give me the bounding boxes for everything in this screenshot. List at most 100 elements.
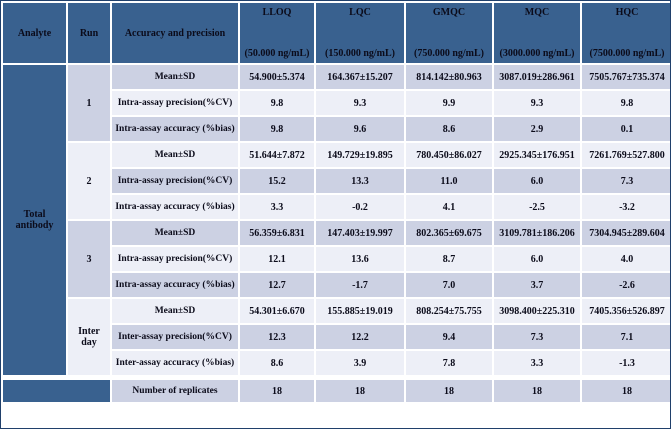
value-cell: 7304.945±289.604: [580, 219, 670, 247]
level-name: LQC: [349, 7, 371, 18]
value-cell: -1.7: [314, 271, 406, 299]
value-cell: 56.359±6.831: [238, 219, 316, 247]
accuracy-precision-table: Analyte Run Accuracy and precision LLOQ …: [1, 1, 670, 404]
replicates-row: Number of replicates 18 18 18 18 18: [1, 375, 670, 404]
value-cell: 3109.781±186.206: [492, 219, 582, 247]
value-cell: 9.9: [404, 89, 494, 117]
value-cell: 7261.769±527.800: [580, 141, 670, 169]
table-row: Intra-assay precision(%CV) 9.8 9.3 9.9 9.3 9.…: [2, 89, 670, 117]
value-cell: 7.0: [404, 271, 494, 299]
value-cell: 0.1: [580, 115, 670, 143]
value-cell: 164.367±15.207: [314, 63, 406, 91]
value-cell: 3.9: [314, 349, 406, 379]
level-name: HQC: [615, 7, 639, 18]
value-cell: 13.6: [314, 245, 406, 273]
replicates-blank-cell: [1, 375, 112, 404]
value-cell: 12.2: [314, 323, 406, 351]
value-cell: 7.3: [492, 323, 582, 351]
run-cell: 3: [66, 219, 112, 299]
run-cell: Inter day: [66, 297, 112, 379]
table-row: Total antibody 1 Mean±SD 54.900±5.374 164.36…: [1, 63, 670, 379]
value-cell: 9.3: [492, 89, 582, 117]
value-cell: 814.142±80.963: [404, 63, 494, 91]
table-row: Intra-assay accuracy (%bias) 9.8 9.6 8.6 2.9…: [2, 115, 670, 143]
level-concentration: (7500.000 ng/mL): [589, 48, 665, 59]
replicates-label-cell: Number of replicates: [110, 375, 240, 404]
table-row: Intra-assay precision(%CV) 15.2 13.3 11.0 6.…: [2, 167, 670, 195]
header-row: Analyte Run Accuracy and precision LLOQ …: [1, 1, 670, 65]
metric-label-cell: Inter-assay accuracy (%bias): [110, 349, 240, 379]
value-cell: 6.0: [492, 167, 582, 195]
table-row: 2 Mean±SD 51.644±7.872 149.729±19.895 780.45…: [2, 141, 670, 221]
metric-label-cell: Mean±SD: [110, 141, 240, 169]
value-cell: 3.3: [238, 193, 316, 221]
value-cell: 54.301±6.670: [238, 297, 316, 325]
level-concentration: (50.000 ng/mL): [244, 48, 310, 59]
level-name: LLOQ: [262, 7, 292, 18]
table-body: Total antibody 1 Mean±SD 54.900±5.374 164.36…: [1, 63, 670, 404]
header-cell-lloq: LLOQ (50.000 ng/mL): [238, 1, 316, 65]
value-cell: 8.6: [404, 115, 494, 143]
table-row: Inter day Mean±SD 54.301±6.670 155.885±19.0…: [2, 297, 670, 379]
replicates-value-cell: 18: [404, 375, 494, 404]
run-cell: 1: [66, 63, 112, 143]
value-cell: 7.3: [580, 167, 670, 195]
table-row: 3 Mean±SD 56.359±6.831 147.403±19.997 802.36…: [2, 219, 670, 299]
value-cell: 9.8: [580, 89, 670, 117]
metric-label-cell: Inter-assay precision(%CV): [110, 323, 240, 351]
value-cell: -2.6: [580, 271, 670, 299]
value-cell: 51.644±7.872: [238, 141, 316, 169]
value-cell: 9.8: [238, 115, 316, 143]
value-cell: 12.3: [238, 323, 316, 351]
metric-label-cell: Intra-assay accuracy (%bias): [110, 193, 240, 221]
level-name: GMQC: [432, 7, 466, 18]
value-cell: 12.1: [238, 245, 316, 273]
metric-label-cell: Intra-assay precision(%CV): [110, 245, 240, 273]
header-cell-gmqc: GMQC (750.000 ng/mL): [404, 1, 494, 65]
replicates-value-cell: 18: [314, 375, 406, 404]
value-cell: 9.8: [238, 89, 316, 117]
value-cell: 2.9: [492, 115, 582, 143]
value-cell: 54.900±5.374: [238, 63, 316, 91]
value-cell: 2925.345±176.951: [492, 141, 582, 169]
value-cell: 7.1: [580, 323, 670, 351]
replicates-value-cell: 18: [238, 375, 316, 404]
table-row: Intra-assay accuracy (%bias) 3.3 -0.2 4.1 -2…: [2, 193, 670, 221]
value-cell: 802.365±69.675: [404, 219, 494, 247]
value-cell: -3.2: [580, 193, 670, 221]
value-cell: 13.3: [314, 167, 406, 195]
value-cell: 147.403±19.997: [314, 219, 406, 247]
value-cell: 4.1: [404, 193, 494, 221]
metric-label-cell: Mean±SD: [110, 63, 240, 91]
metric-label-cell: Mean±SD: [110, 219, 240, 247]
level-concentration: (150.000 ng/mL): [325, 48, 395, 59]
value-cell: -0.2: [314, 193, 406, 221]
level-concentration: (750.000 ng/mL): [414, 48, 484, 59]
value-cell: 9.3: [314, 89, 406, 117]
metric-label-cell: Intra-assay accuracy (%bias): [110, 115, 240, 143]
value-cell: 808.254±75.755: [404, 297, 494, 325]
metric-label-cell: Intra-assay precision(%CV): [110, 167, 240, 195]
value-cell: 155.885±19.019: [314, 297, 406, 325]
value-cell: 7505.767±735.374: [580, 63, 670, 91]
replicates-value-cell: 18: [492, 375, 582, 404]
header-cell-analyte: Analyte: [1, 1, 68, 65]
header-cell-run: Run: [66, 1, 112, 65]
value-cell: 7405.356±526.897: [580, 297, 670, 325]
value-cell: 780.450±86.027: [404, 141, 494, 169]
value-cell: 9.6: [314, 115, 406, 143]
level-concentration: (3000.000 ng/mL): [499, 48, 575, 59]
header-cell-mqc: MQC (3000.000 ng/mL): [492, 1, 582, 65]
table-row: Inter-assay accuracy (%bias) 8.6 3.9 7.8 3.3…: [2, 349, 670, 379]
metric-label-cell: Intra-assay accuracy (%bias): [110, 271, 240, 299]
table-row: Intra-assay accuracy (%bias) 12.7 -1.7 7.0 3…: [2, 271, 670, 299]
value-cell: 7.8: [404, 349, 494, 379]
table-row: Inter-assay precision(%CV) 12.3 12.2 9.4 7.3…: [2, 323, 670, 351]
level-name: MQC: [524, 7, 550, 18]
value-cell: 8.6: [238, 349, 316, 379]
header-cell-metric: Accuracy and precision: [110, 1, 240, 65]
value-cell: 11.0: [404, 167, 494, 195]
run-cell: 2: [66, 141, 112, 221]
replicates-value-cell: 18: [580, 375, 670, 404]
